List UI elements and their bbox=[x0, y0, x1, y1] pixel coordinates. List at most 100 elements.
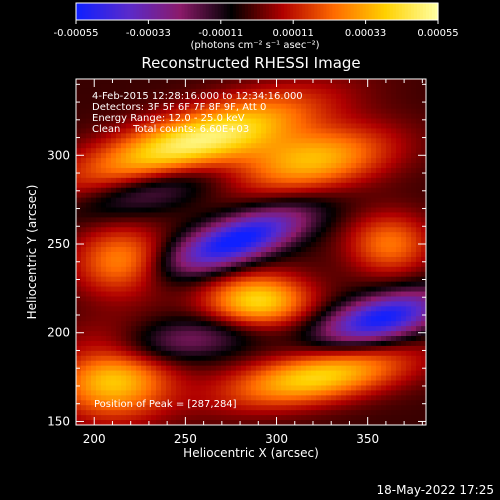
heatmap-cell bbox=[201, 296, 207, 302]
heatmap-cell bbox=[191, 187, 197, 194]
colorbar-segment bbox=[220, 3, 225, 20]
heatmap-cell bbox=[136, 321, 142, 327]
heatmap-cell bbox=[421, 395, 426, 401]
heatmap-cell bbox=[396, 227, 402, 233]
heatmap-cell bbox=[221, 271, 227, 278]
heatmap-cell bbox=[131, 118, 137, 124]
heatmap-cell bbox=[86, 350, 92, 357]
heatmap-cell bbox=[111, 242, 117, 248]
heatmap-cell bbox=[421, 128, 426, 134]
heatmap-cell bbox=[326, 405, 332, 411]
heatmap-cell bbox=[226, 405, 232, 411]
heatmap-cell bbox=[291, 217, 297, 223]
heatmap-cell bbox=[366, 321, 372, 327]
heatmap-cell bbox=[251, 167, 257, 174]
heatmap-cell bbox=[401, 415, 407, 421]
heatmap-cell bbox=[306, 98, 312, 105]
heatmap-cell bbox=[91, 172, 97, 179]
heatmap-cell bbox=[251, 321, 257, 327]
heatmap-cell bbox=[146, 163, 152, 169]
heatmap-cell bbox=[206, 98, 212, 105]
heatmap-cell bbox=[86, 79, 92, 85]
heatmap-cell bbox=[141, 222, 147, 228]
heatmap-cell bbox=[386, 187, 392, 194]
heatmap-cell bbox=[191, 158, 197, 164]
heatmap-cell bbox=[176, 271, 182, 278]
heatmap-cell bbox=[346, 158, 352, 164]
heatmap-cell bbox=[341, 415, 347, 421]
heatmap-cell bbox=[221, 261, 227, 268]
heatmap-cell bbox=[391, 375, 397, 382]
heatmap-cell bbox=[126, 133, 132, 139]
heatmap-cell bbox=[311, 207, 317, 213]
heatmap-cell bbox=[296, 266, 302, 273]
heatmap-cell bbox=[136, 172, 142, 179]
heatmap-cell bbox=[336, 301, 342, 307]
heatmap-cell bbox=[411, 172, 417, 179]
heatmap-cell bbox=[326, 123, 332, 129]
heatmap-cell bbox=[346, 365, 352, 372]
heatmap-cell bbox=[381, 336, 387, 342]
heatmap-cell bbox=[111, 222, 117, 228]
heatmap-cell bbox=[161, 227, 167, 233]
heatmap-cell bbox=[326, 237, 332, 243]
heatmap-cell bbox=[186, 242, 192, 248]
heatmap-cell bbox=[91, 143, 97, 149]
heatmap-cell bbox=[226, 360, 232, 367]
heatmap-cell bbox=[76, 286, 82, 293]
heatmap-cell bbox=[131, 128, 137, 134]
heatmap-cell bbox=[316, 83, 322, 90]
heatmap-cell bbox=[301, 286, 307, 293]
colorbar-segment bbox=[115, 3, 119, 20]
heatmap-cell bbox=[121, 143, 127, 149]
heatmap-cell bbox=[191, 182, 197, 189]
heatmap-cell bbox=[281, 286, 287, 293]
heatmap-cell bbox=[281, 167, 287, 174]
heatmap-cell bbox=[91, 103, 97, 110]
heatmap-cell bbox=[196, 192, 202, 199]
heatmap-cell bbox=[141, 420, 147, 425]
heatmap-cell bbox=[276, 133, 282, 139]
heatmap-cell bbox=[191, 118, 197, 124]
heatmap-cell bbox=[241, 128, 247, 134]
heatmap-cell bbox=[396, 400, 402, 406]
heatmap-cell bbox=[231, 410, 237, 416]
heatmap-cell bbox=[111, 192, 117, 199]
heatmap-cell bbox=[231, 380, 237, 386]
heatmap-cell bbox=[256, 187, 262, 194]
heatmap-cell bbox=[201, 158, 207, 164]
heatmap-cell bbox=[141, 133, 147, 139]
colorbar-segment bbox=[416, 3, 421, 20]
heatmap-cell bbox=[391, 266, 397, 273]
heatmap-cell bbox=[156, 360, 162, 367]
heatmap-cell bbox=[156, 296, 162, 302]
heatmap-cell bbox=[231, 128, 237, 134]
heatmap-cell bbox=[246, 148, 252, 154]
heatmap-cell bbox=[271, 227, 277, 233]
heatmap-cell bbox=[251, 237, 257, 243]
heatmap-cell bbox=[276, 306, 282, 312]
heatmap-cell bbox=[141, 370, 147, 377]
heatmap-cell bbox=[86, 316, 92, 322]
heatmap-cell bbox=[361, 261, 367, 268]
heatmap-cell bbox=[361, 256, 367, 263]
heatmap-cell bbox=[331, 321, 337, 327]
heatmap-cell bbox=[136, 113, 142, 120]
heatmap-cell bbox=[111, 316, 117, 322]
heatmap-cell bbox=[291, 321, 297, 327]
heatmap-cell bbox=[261, 222, 267, 228]
heatmap-cell bbox=[106, 336, 112, 342]
heatmap-cell bbox=[211, 415, 217, 421]
heatmap-cell bbox=[421, 167, 426, 174]
heatmap-cell bbox=[346, 113, 352, 120]
heatmap-cell bbox=[276, 148, 282, 154]
heatmap-cell bbox=[181, 138, 187, 144]
heatmap-cell bbox=[241, 271, 247, 278]
heatmap-cell bbox=[201, 128, 207, 134]
heatmap-cell bbox=[316, 148, 322, 154]
heatmap-cell bbox=[196, 306, 202, 312]
heatmap-cell bbox=[356, 207, 362, 213]
heatmap-cell bbox=[281, 345, 287, 352]
heatmap-cell bbox=[396, 143, 402, 149]
heatmap-cell bbox=[416, 103, 422, 110]
